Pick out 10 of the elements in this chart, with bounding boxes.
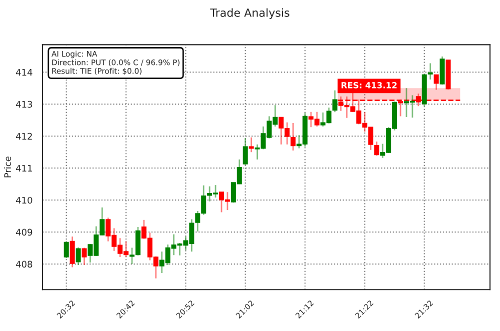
y-axis-title: Price [4,156,12,178]
chart-title: Trade Analysis [210,8,290,20]
y-tick-label: 414 [16,69,32,76]
y-tick-label: 409 [16,228,32,236]
y-tick-label: 410 [16,196,32,204]
y-tick-label: 413 [16,100,32,108]
y-tick-label: 412 [16,132,32,140]
y-tick-label: 411 [16,164,32,172]
y-tick-label: 408 [16,260,32,268]
ref-line-label: RES: 413.12 [342,82,397,88]
